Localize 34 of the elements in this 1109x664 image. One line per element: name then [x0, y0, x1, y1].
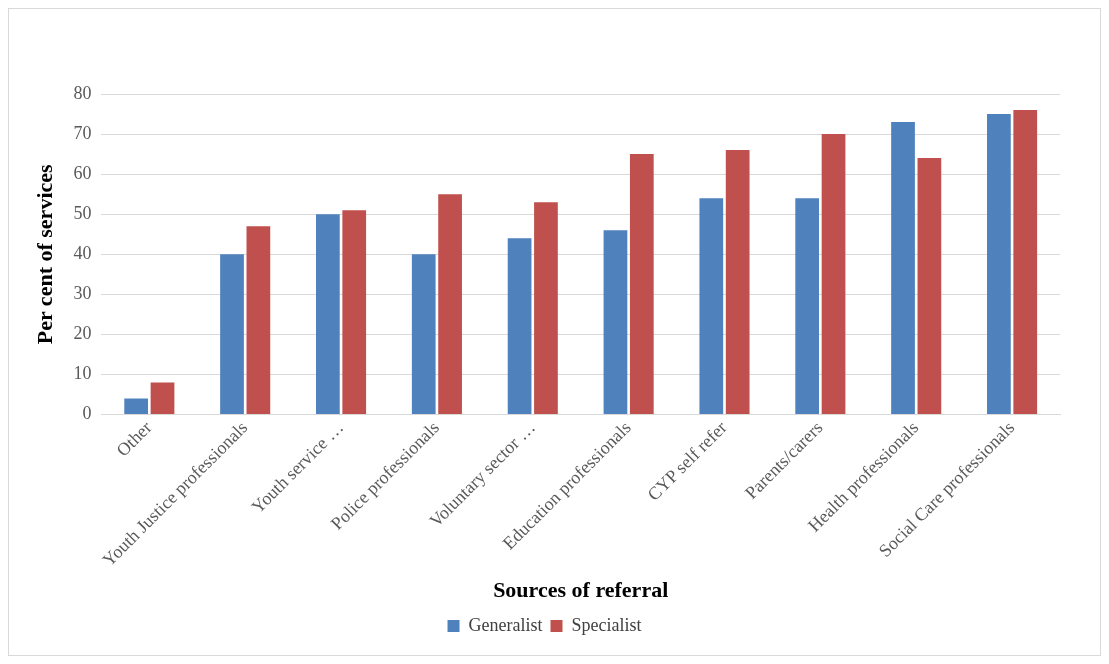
y-tick-label: 20 [73, 323, 92, 344]
x-axis-title: Sources of referral [493, 577, 669, 603]
bar [220, 254, 244, 415]
bar [150, 382, 175, 415]
y-tick-label: 50 [73, 202, 92, 223]
bar [603, 230, 628, 415]
y-tick-label: 0 [82, 403, 92, 424]
bar [246, 226, 271, 415]
bar [342, 210, 367, 415]
bar [124, 398, 149, 415]
bar [507, 238, 532, 415]
y-tick-label: 80 [73, 82, 92, 103]
bar [1013, 110, 1038, 415]
y-tick-label: 30 [73, 283, 92, 304]
bar [316, 214, 340, 415]
y-tick-label: 70 [73, 122, 92, 143]
legend-label: Generalist [468, 614, 543, 635]
bar [534, 202, 558, 415]
bar [891, 122, 915, 415]
bar [725, 150, 750, 415]
bar [411, 254, 436, 415]
bar [917, 158, 942, 415]
bar [699, 198, 724, 415]
legend-label: Specialist [571, 614, 642, 635]
bar [987, 114, 1011, 415]
y-axis-title: Per cent of services [31, 163, 57, 345]
x-tick-label: CYP self refer [643, 417, 731, 505]
y-tick-label: 40 [73, 243, 92, 264]
bar [629, 154, 654, 415]
y-tick-label: 10 [73, 363, 92, 384]
bar [821, 134, 846, 415]
bar [438, 194, 462, 415]
bar [795, 198, 820, 415]
y-tick-label: 60 [73, 162, 92, 183]
